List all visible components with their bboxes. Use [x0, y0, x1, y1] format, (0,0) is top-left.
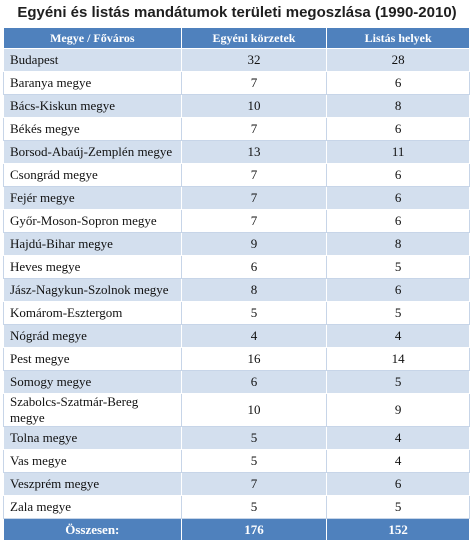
number-cell: 10	[180, 393, 328, 427]
number-cell: 7	[180, 472, 328, 496]
region-cell: Hajdú-Bihar megye	[3, 232, 182, 256]
row: Vas megye 5 4	[3, 449, 470, 473]
row: Tolna megye 5 4	[3, 426, 470, 450]
number-cell: 5	[180, 449, 328, 473]
row: Fejér megye 7 6	[3, 186, 470, 210]
number-cell: 8	[326, 232, 470, 256]
row: Bács-Kiskun megye 10 8	[3, 94, 470, 118]
number-cell: 8	[326, 94, 470, 118]
number-cell: 6	[326, 117, 470, 141]
number-cell: 5	[326, 255, 470, 279]
region-cell: Zala megye	[3, 495, 182, 519]
region-cell: Szabolcs-Szatmár-Bereg megye	[3, 393, 182, 427]
region-cell: Bács-Kiskun megye	[3, 94, 182, 118]
footer-cell: 176	[180, 518, 328, 541]
table-body: Budapest 32 28 Baranya megye 7 6 Bács-Kiskun m…	[3, 48, 470, 519]
number-cell: 7	[180, 209, 328, 233]
row: Nógrád megye 4 4	[3, 324, 470, 348]
number-cell: 4	[326, 449, 470, 473]
number-cell: 9	[180, 232, 328, 256]
number-cell: 5	[326, 495, 470, 519]
number-cell: 7	[180, 186, 328, 210]
row: Jász-Nagykun-Szolnok megye 8 6	[3, 278, 470, 302]
region-cell: Somogy megye	[3, 370, 182, 394]
row: Heves megye 6 5	[3, 255, 470, 279]
row: Budapest 32 28	[3, 48, 470, 72]
row: Pest megye 16 14	[3, 347, 470, 371]
region-cell: Budapest	[3, 48, 182, 72]
region-cell: Fejér megye	[3, 186, 182, 210]
region-cell: Komárom-Esztergom	[3, 301, 182, 325]
number-cell: 5	[326, 301, 470, 325]
number-cell: 8	[180, 278, 328, 302]
number-cell: 28	[326, 48, 470, 72]
footer-cell: Összesen:	[3, 518, 182, 541]
region-cell: Jász-Nagykun-Szolnok megye	[3, 278, 182, 302]
table: Megye / Főváros Egyéni körzetek Listás hel…	[3, 27, 470, 541]
region-cell: Borsod-Abaúj-Zemplén megye	[3, 140, 182, 164]
number-cell: 9	[326, 393, 470, 427]
region-cell: Baranya megye	[3, 71, 182, 95]
header-cell: Egyéni körzetek	[180, 27, 328, 49]
number-cell: 6	[326, 163, 470, 187]
number-cell: 16	[180, 347, 328, 371]
row: Csongrád megye 7 6	[3, 163, 470, 187]
number-cell: 4	[326, 426, 470, 450]
number-cell: 5	[180, 301, 328, 325]
row: Szabolcs-Szatmár-Bereg megye 10 9	[3, 393, 470, 427]
number-cell: 14	[326, 347, 470, 371]
number-cell: 6	[326, 209, 470, 233]
number-cell: 6	[326, 472, 470, 496]
number-cell: 6	[326, 71, 470, 95]
number-cell: 7	[180, 163, 328, 187]
row: Győr-Moson-Sopron megye 7 6	[3, 209, 470, 233]
region-cell: Csongrád megye	[3, 163, 182, 187]
number-cell: 7	[180, 117, 328, 141]
number-cell: 6	[180, 255, 328, 279]
number-cell: 5	[180, 495, 328, 519]
region-cell: Békés megye	[3, 117, 182, 141]
number-cell: 4	[326, 324, 470, 348]
region-cell: Győr-Moson-Sopron megye	[3, 209, 182, 233]
number-cell: 32	[180, 48, 328, 72]
number-cell: 6	[180, 370, 328, 394]
number-cell: 5	[326, 370, 470, 394]
number-cell: 6	[326, 278, 470, 302]
row: Komárom-Esztergom 5 5	[3, 301, 470, 325]
number-cell: 10	[180, 94, 328, 118]
region-cell: Nógrád megye	[3, 324, 182, 348]
row: Hajdú-Bihar megye 9 8	[3, 232, 470, 256]
region-cell: Veszprém megye	[3, 472, 182, 496]
row: Baranya megye 7 6	[3, 71, 470, 95]
header-row: Megye / Főváros Egyéni körzetek Listás hel…	[3, 27, 470, 49]
header-cell: Listás helyek	[326, 27, 470, 49]
footer-cell: 152	[326, 518, 470, 541]
region-cell: Tolna megye	[3, 426, 182, 450]
number-cell: 13	[180, 140, 328, 164]
row: Zala megye 5 5	[3, 495, 470, 519]
row: Veszprém megye 7 6	[3, 472, 470, 496]
region-cell: Heves megye	[3, 255, 182, 279]
number-cell: 4	[180, 324, 328, 348]
row: Somogy megye 6 5	[3, 370, 470, 394]
title: Egyéni és listás mandátumok területi meg…	[17, 4, 457, 21]
row: Borsod-Abaúj-Zemplén megye 13 11	[3, 140, 470, 164]
region-cell: Vas megye	[3, 449, 182, 473]
number-cell: 7	[180, 71, 328, 95]
row: Békés megye 7 6	[3, 117, 470, 141]
number-cell: 6	[326, 186, 470, 210]
header-cell: Megye / Főváros	[3, 27, 182, 49]
region-cell: Pest megye	[3, 347, 182, 371]
number-cell: 11	[326, 140, 470, 164]
footer-row: Összesen: 176 152	[3, 518, 470, 541]
number-cell: 5	[180, 426, 328, 450]
